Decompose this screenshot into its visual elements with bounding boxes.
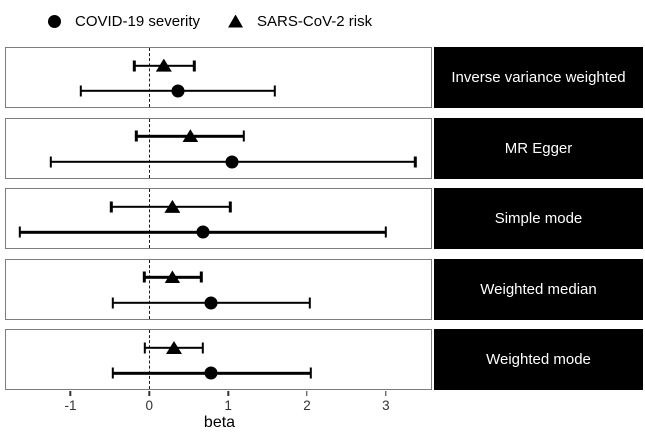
facet-strip-simple-mode: Simple mode [434, 188, 643, 250]
x-axis-tick [385, 391, 387, 396]
ci-cap-low-covid19-severity [18, 226, 22, 238]
facet-strip-label: MR Egger [504, 139, 573, 157]
legend-label-covid19-severity: COVID-19 severity [75, 12, 201, 30]
zero-reference-line [148, 259, 150, 319]
facet-strip-label: Weighted median [480, 280, 597, 298]
plot-area: Inverse variance weighted MR Egger Simple … [5, 47, 643, 391]
ci-cap-low-covid19-severity [79, 85, 83, 97]
ci-cap-high-sars-cov2-risk [200, 271, 203, 283]
ci-cap-low-covid19-severity [111, 297, 115, 309]
x-axis-tick-label: 0 [145, 398, 154, 413]
point-covid19-severity-icon [196, 225, 210, 239]
ci-cap-high-sars-cov2-risk [193, 60, 196, 72]
x-axis-tick [69, 391, 72, 396]
ci-cap-high-covid19-severity [308, 297, 312, 309]
ci-cap-high-sars-cov2-risk [201, 342, 205, 354]
facet-strip-label: Weighted mode [486, 351, 591, 369]
facet-strip-weighted-median: Weighted median [434, 258, 643, 320]
ci-cap-low-covid19-severity [111, 367, 115, 379]
ci-cap-high-sars-cov2-risk [229, 201, 232, 213]
facet-strip-weighted-mode: Weighted mode [434, 329, 643, 391]
zero-reference-line [148, 48, 150, 107]
x-axis-tick-label: 2 [303, 398, 311, 413]
circle-marker-icon [48, 14, 61, 28]
point-covid19-severity-icon [225, 155, 239, 169]
legend-label-sars-cov2-risk: SARS-CoV-2 risk [257, 12, 373, 30]
x-axis-tick-label: 3 [382, 398, 390, 413]
legend: COVID-19 severity SARS-CoV-2 risk [48, 0, 372, 42]
triangle-marker-icon [228, 14, 244, 28]
ci-cap-high-covid19-severity [309, 367, 312, 379]
ci-cap-high-covid19-severity [414, 156, 417, 168]
x-axis-tick [148, 391, 151, 396]
panel-inverse-variance-weighted [5, 47, 432, 108]
x-axis-tick [227, 391, 229, 396]
facet-strip-mr-egger: MR Egger [434, 117, 643, 179]
zero-reference-line [148, 330, 150, 390]
ci-cap-low-sars-cov2-risk [143, 271, 146, 283]
legend-item-sars-cov2-risk: SARS-CoV-2 risk [228, 13, 372, 30]
panel-weighted-median [5, 258, 432, 320]
ci-cap-low-sars-cov2-risk [135, 130, 138, 142]
ci-cap-low-sars-cov2-risk [110, 201, 113, 213]
x-axis-tick [306, 391, 308, 396]
facet-strip-label: Simple mode [494, 210, 583, 228]
panel-weighted-mode [5, 329, 432, 391]
x-axis-title: beta [203, 414, 236, 431]
ci-cap-low-covid19-severity [49, 156, 52, 168]
panel-mr-egger [5, 117, 432, 179]
zero-reference-line [148, 189, 150, 249]
zero-reference-line [148, 118, 150, 178]
panel-simple-mode [5, 188, 432, 250]
ci-cap-low-sars-cov2-risk [143, 342, 147, 354]
ci-cap-high-sars-cov2-risk [242, 130, 245, 142]
ci-cap-high-covid19-severity [273, 85, 276, 97]
x-axis: -1 0 1 2 3 [5, 390, 434, 414]
facet-strip-label: Inverse variance weighted [451, 69, 626, 86]
x-axis-tick-label: 1 [224, 398, 232, 413]
x-axis-tick-label: -1 [64, 398, 77, 413]
facet-strip-inverse-variance-weighted: Inverse variance weighted [434, 47, 643, 108]
point-covid19-severity-icon [171, 84, 185, 98]
legend-item-covid19-severity: COVID-19 severity [48, 13, 200, 30]
ci-cap-low-sars-cov2-risk [132, 60, 136, 72]
point-covid19-severity-icon [204, 366, 218, 380]
ci-cap-high-covid19-severity [384, 226, 387, 238]
point-covid19-severity-icon [204, 296, 218, 310]
